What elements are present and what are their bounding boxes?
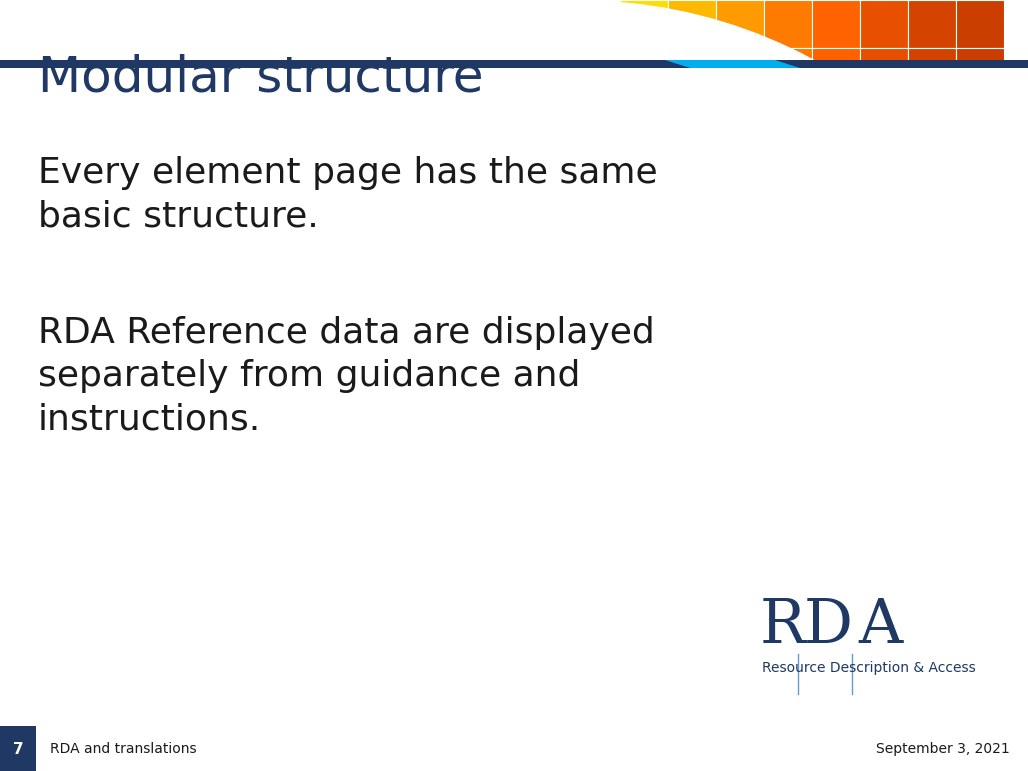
Bar	[860, 96, 908, 144]
Text: A: A	[858, 596, 903, 656]
Text: 7: 7	[12, 742, 24, 756]
Bar	[908, 48, 956, 96]
Text: Every element page has the same
basic structure.: Every element page has the same basic st…	[38, 156, 658, 234]
Text: Modular structure: Modular structure	[38, 53, 483, 101]
Bar	[812, 0, 860, 48]
Bar	[764, 48, 812, 96]
Bar	[668, 0, 715, 48]
Bar	[956, 192, 1004, 240]
Bar	[715, 0, 764, 48]
Bar	[0, 726, 36, 771]
Text: R: R	[760, 596, 806, 656]
Bar	[956, 48, 1004, 96]
Text: September 3, 2021: September 3, 2021	[876, 742, 1009, 756]
Bar	[0, 60, 1028, 68]
Bar	[956, 0, 1004, 48]
Bar	[764, 0, 812, 48]
Bar	[908, 96, 956, 144]
Text: RDA and translations: RDA and translations	[50, 742, 196, 756]
Bar	[812, 48, 860, 96]
Bar	[908, 0, 956, 48]
Bar	[812, 96, 860, 144]
Text: D: D	[804, 596, 853, 656]
Text: Resource Description & Access: Resource Description & Access	[762, 661, 976, 675]
Bar	[908, 144, 956, 192]
Bar	[956, 240, 1004, 288]
Polygon shape	[665, 60, 800, 68]
Bar	[956, 96, 1004, 144]
Bar	[860, 48, 908, 96]
Text: RDA Reference data are displayed
separately from guidance and
instructions.: RDA Reference data are displayed separat…	[38, 316, 655, 437]
Bar	[620, 0, 668, 48]
Bar	[956, 144, 1004, 192]
Circle shape	[90, 1, 1028, 771]
Bar	[860, 0, 908, 48]
